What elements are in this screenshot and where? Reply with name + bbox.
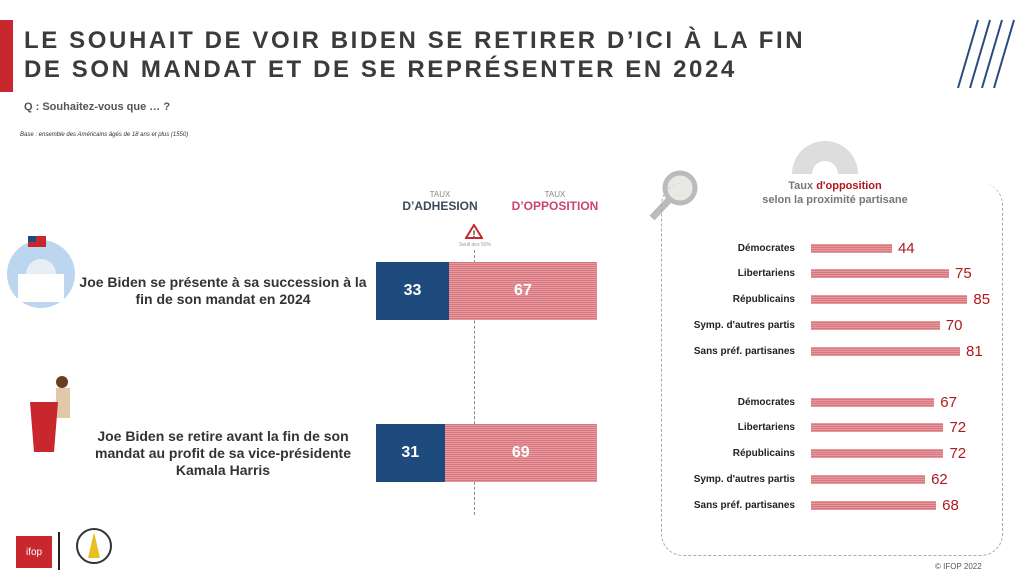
- statement-1: Joe Biden se présente à sa succession à …: [79, 274, 367, 307]
- question-text: Q : Souhaitez-vous que … ?: [24, 101, 171, 113]
- partisan-row: Libertariens 72: [655, 419, 967, 437]
- warning-icon: !: [465, 224, 483, 239]
- opposition-value: 72: [949, 419, 967, 437]
- party-label: Sans préf. partisanes: [693, 345, 795, 357]
- partisan-row: Démocrates 67: [655, 393, 957, 411]
- opposition-bar: [811, 243, 892, 253]
- party-label: Libertariens: [737, 422, 795, 434]
- logo-divider: [58, 532, 60, 570]
- opposition-value: 85: [973, 291, 991, 309]
- opposition-segment: 67: [448, 262, 597, 320]
- opposition-bar: [811, 397, 935, 407]
- partner-logo: [76, 528, 112, 564]
- page-title: LE SOUHAIT DE VOIR BIDEN SE RETIRER D’IC…: [24, 27, 806, 83]
- svg-text:!: !: [473, 229, 476, 239]
- opposition-bar: [811, 500, 937, 510]
- speaker-podium-illustration: [30, 376, 70, 452]
- adhesion-segment: 33: [376, 262, 449, 320]
- partisan-row: Républicains 72: [655, 445, 967, 463]
- opposition-value: 81: [966, 342, 983, 360]
- stacked-bar: 31 69: [376, 424, 597, 482]
- base-note: Base : ensemble des Américains âgés de 1…: [20, 132, 189, 138]
- party-label: Républicains: [732, 448, 795, 460]
- opposition-value: 67: [940, 393, 957, 411]
- opposition-value: 72: [949, 445, 967, 463]
- threshold-label: Seuil des 50%: [459, 242, 491, 248]
- opposition-bar: [811, 320, 940, 330]
- partisan-panel: [661, 183, 1003, 556]
- ifop-logo: ifop: [16, 536, 52, 568]
- opposition-bar: [811, 449, 944, 459]
- opposition-segment: 69: [444, 424, 597, 482]
- opposition-bar: [811, 474, 926, 484]
- opposition-value: 68: [942, 496, 959, 514]
- party-label: Sans préf. partisanes: [693, 499, 795, 511]
- opposition-value: 75: [955, 265, 972, 283]
- party-label: Républicains: [732, 294, 795, 306]
- header-opposition: TAUX D’OPPOSITION: [511, 190, 599, 213]
- opposition-value: 62: [931, 470, 948, 488]
- partisan-row: Libertariens 75: [655, 265, 972, 283]
- party-label: Libertariens: [737, 268, 795, 280]
- partisan-row: Sans préf. partisanes 68: [655, 496, 959, 514]
- opposition-bar: [811, 269, 949, 279]
- party-label: Symp. d'autres partis: [693, 319, 795, 331]
- statement-2: Joe Biden se retire avant la fin de son …: [95, 428, 351, 478]
- opposition-value: 44: [897, 239, 915, 257]
- adhesion-segment: 31: [376, 424, 445, 482]
- decorative-stripes-icon: [957, 19, 1015, 89]
- partisan-row: Symp. d'autres partis 70: [655, 316, 963, 334]
- partisan-row: Démocrates 44: [655, 239, 915, 257]
- copyright: © IFOP 2022: [935, 562, 982, 571]
- threshold-line: [474, 250, 475, 515]
- opposition-value: 70: [945, 316, 963, 334]
- opposition-bar: [811, 423, 944, 433]
- opposition-bar: [811, 346, 961, 356]
- panel-title: Taux d'opposition selon la proximité par…: [762, 180, 908, 206]
- opposition-bar: [811, 295, 968, 305]
- white-house-illustration: [7, 236, 75, 308]
- party-label: Démocrates: [737, 242, 795, 254]
- party-label: Démocrates: [737, 396, 795, 408]
- party-label: Symp. d'autres partis: [693, 473, 795, 485]
- partisan-row: Symp. d'autres partis 62: [655, 470, 948, 488]
- partisan-row: Républicains 85: [655, 291, 991, 309]
- stacked-bar: 33 67: [376, 262, 597, 320]
- partisan-row: Sans préf. partisanes 81: [655, 342, 983, 360]
- hemicycle-icon: [792, 141, 858, 174]
- title-accent-bar: [0, 20, 13, 92]
- header-adhesion: TAUX D’ADHESION: [402, 190, 478, 213]
